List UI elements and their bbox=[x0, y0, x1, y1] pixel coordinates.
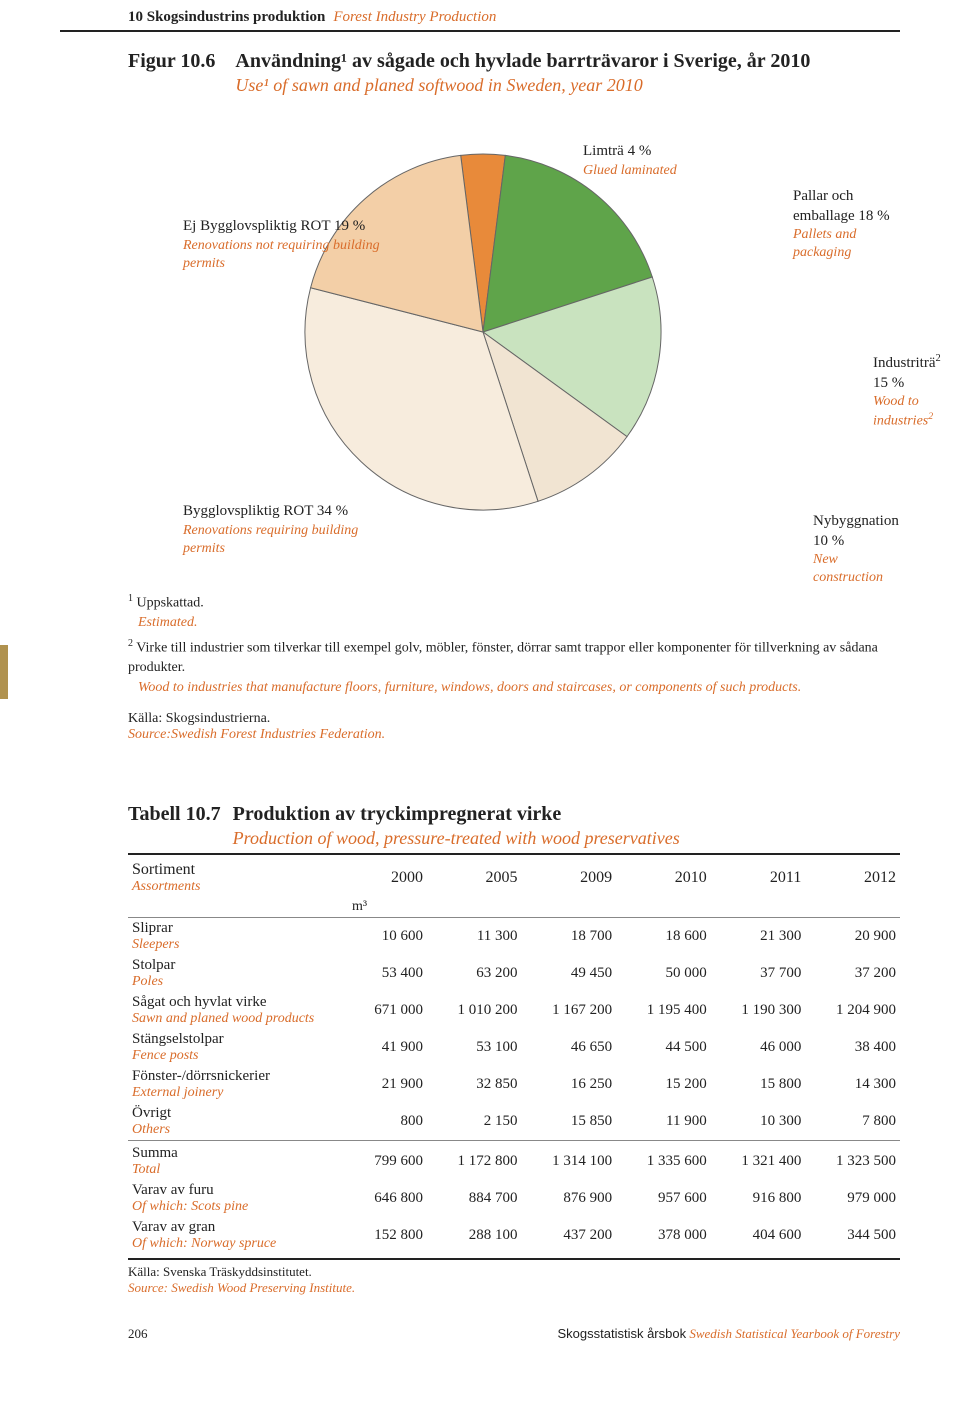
book-title-sv: Skogsstatistisk årsbok bbox=[557, 1326, 686, 1341]
footnote: 1 Uppskattad.Estimated. bbox=[128, 592, 900, 633]
figure-source-en: Source:Swedish Forest Industries Federat… bbox=[128, 727, 900, 743]
pie-chart: Limträ 4 %Glued laminated Pallar och emba… bbox=[128, 112, 900, 572]
col-label-sv: Sortiment bbox=[132, 861, 195, 878]
page-footer: 206 Skogsstatistisk årsbok Swedish Stati… bbox=[128, 1326, 900, 1342]
pie-label: Ej Bygglovspliktig ROT 19 %Renovations n… bbox=[183, 217, 383, 273]
col-year: 2000 bbox=[348, 854, 427, 897]
table-row: SummaTotal799 6001 172 8001 314 1001 335… bbox=[128, 1141, 900, 1181]
pie-label: Pallar och emballage 18 %Pallets and pac… bbox=[793, 187, 900, 262]
header-sv: 10 Skogsindustrins produktion bbox=[128, 9, 325, 25]
table-row: Varav av granOf which: Norway spruce152 … bbox=[128, 1217, 900, 1259]
col-year: 2012 bbox=[805, 854, 900, 897]
table-title-sv: Produktion av tryckimpregnerat virke bbox=[233, 803, 680, 826]
data-table: Sortiment Assortments 2000 2005 2009 201… bbox=[128, 853, 900, 1260]
book-title-en: Swedish Statistical Yearbook of Forestry bbox=[689, 1326, 900, 1341]
figure-title-en: Use¹ of sawn and planed softwood in Swed… bbox=[235, 75, 810, 96]
pie-label: Industriträ2 15 %Wood to industries2 bbox=[873, 352, 941, 431]
col-assortment: Sortiment Assortments bbox=[128, 854, 348, 897]
page-number: 206 bbox=[128, 1326, 148, 1342]
col-year: 2009 bbox=[522, 854, 617, 897]
table-row: Fönster-/dörrsnickerierExternal joinery2… bbox=[128, 1066, 900, 1103]
table-row: ÖvrigtOthers8002 15015 85011 90010 3007 … bbox=[128, 1103, 900, 1141]
col-year: 2005 bbox=[427, 854, 522, 897]
table-source-sv: Källa: Svenska Träskyddsinstitutet. bbox=[128, 1264, 900, 1280]
col-year: 2010 bbox=[616, 854, 711, 897]
pie-label: Bygglovspliktig ROT 34 %Renovations requ… bbox=[183, 502, 383, 558]
table-source-en: Source: Swedish Wood Preserving Institut… bbox=[128, 1280, 900, 1296]
footnotes: 1 Uppskattad.Estimated.2 Virke till indu… bbox=[128, 592, 900, 697]
col-label-en: Assortments bbox=[132, 879, 344, 895]
table-row: Sågat och hyvlat virkeSawn and planed wo… bbox=[128, 992, 900, 1029]
pie-label: Limträ 4 %Glued laminated bbox=[583, 142, 677, 180]
col-year: 2011 bbox=[711, 854, 806, 897]
table-heading: Tabell 10.7 Produktion av tryckimpregner… bbox=[128, 803, 900, 849]
unit-label: m³ bbox=[348, 897, 427, 918]
figure-heading: Figur 10.6 Användning¹ av sågade och hyv… bbox=[60, 50, 900, 96]
page-header: 10 Skogsindustrins produktion Forest Ind… bbox=[60, 0, 900, 32]
header-en: Forest Industry Production bbox=[333, 9, 496, 25]
table-row: Varav av furuOf which: Scots pine646 800… bbox=[128, 1180, 900, 1217]
table-row: StolparPoles53 40063 20049 45050 00037 7… bbox=[128, 955, 900, 992]
figure-number: Figur 10.6 bbox=[128, 50, 215, 96]
pie-label: Nybyggnation 10 %New construction bbox=[813, 512, 900, 587]
figure-source-sv: Källa: Skogsindustrierna. bbox=[128, 711, 900, 727]
table-title-en: Production of wood, pressure-treated wit… bbox=[233, 828, 680, 849]
table-number: Tabell 10.7 bbox=[128, 803, 221, 849]
pie-svg bbox=[303, 152, 663, 512]
chapter-tab: 10 bbox=[0, 645, 8, 699]
footnote: 2 Virke till industrier som tilverkar ti… bbox=[128, 637, 900, 697]
figure-title-sv: Användning¹ av sågade och hyvlade barrtr… bbox=[235, 50, 810, 73]
table-row: StängselstolparFence posts41 90053 10046… bbox=[128, 1029, 900, 1066]
table-row: SliprarSleepers10 60011 30018 70018 6002… bbox=[128, 918, 900, 956]
